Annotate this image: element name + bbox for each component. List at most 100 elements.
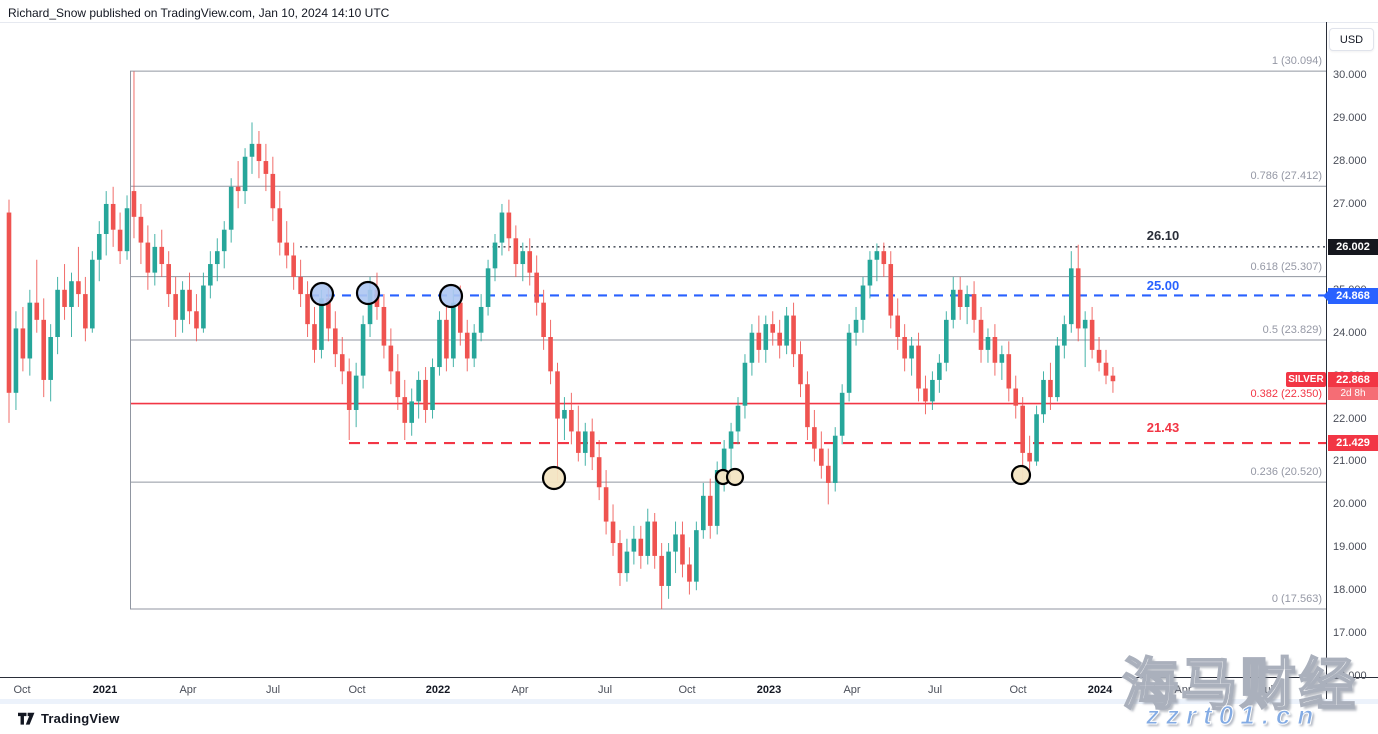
candle-body (187, 289, 192, 312)
price-tick-label: 17.000 (1333, 627, 1367, 640)
candle-body (180, 289, 185, 320)
candle-body (527, 251, 533, 273)
candle-body (55, 289, 60, 338)
candle-body (1020, 405, 1025, 453)
candle-body (430, 367, 435, 410)
candle-body (1096, 349, 1102, 363)
candle-body (701, 495, 706, 531)
candle-body (110, 203, 116, 230)
candle-body (208, 264, 213, 286)
candle-body (506, 212, 512, 239)
candle-body (541, 302, 546, 338)
candle-body (832, 435, 838, 483)
candle-body (457, 302, 463, 333)
candle-body (763, 324, 769, 350)
candle-body (485, 268, 491, 307)
candle-body (409, 401, 414, 423)
candle-body (76, 281, 81, 295)
blue-touch-marker (355, 280, 381, 306)
candle-body (881, 251, 887, 265)
candle-body (853, 319, 859, 333)
candle-body (798, 354, 803, 385)
candle-body (812, 427, 817, 449)
price-badge-last-price: 22.868 (1328, 372, 1378, 387)
candle-body (513, 238, 519, 265)
time-tick-label: Oct (678, 684, 696, 696)
candle-body (1062, 324, 1067, 346)
candle-body (1055, 345, 1060, 398)
candle-body (548, 337, 553, 372)
tradingview-logo[interactable]: TradingView (18, 711, 120, 726)
candle-body (471, 332, 477, 359)
candle-body (1034, 414, 1039, 462)
tradingview-logo-icon (18, 712, 35, 725)
candle-body (805, 384, 810, 428)
candle-body (381, 306, 387, 346)
candle-body (339, 354, 345, 372)
candle-body (909, 345, 914, 359)
fib-level-label: 0.382 (22.350) (1250, 387, 1322, 400)
currency-toggle-button[interactable]: USD (1329, 28, 1374, 51)
price-tick-label: 18.000 (1333, 584, 1367, 597)
candle-body (367, 289, 373, 325)
candle-body (916, 345, 921, 389)
candle-body (825, 465, 831, 483)
candle-body (201, 285, 206, 329)
candle-body (534, 272, 539, 303)
price-tick-label: 16.000 (1333, 670, 1367, 683)
blue-line-label: 25.00 (1146, 278, 1180, 293)
blue-touch-marker (309, 281, 335, 307)
candle-body (680, 534, 685, 565)
candle-body (346, 371, 352, 410)
time-tick-label: Jul (927, 684, 943, 696)
candle-body (964, 294, 970, 307)
candle-body (770, 324, 776, 333)
candle-body (659, 555, 664, 586)
candle-body (173, 294, 178, 320)
support-line-label: 21.43 (1146, 420, 1180, 435)
candle-body (464, 332, 470, 359)
candle-body (624, 551, 630, 574)
bar-countdown-badge: 2d 8h (1328, 387, 1378, 400)
candle-body (360, 324, 366, 376)
price-tick-label: 30.000 (1333, 69, 1367, 82)
candle-body (749, 332, 755, 363)
candle-body (416, 379, 421, 402)
candle-body (846, 332, 852, 393)
axis-bottom-strip (0, 699, 1378, 704)
candle-body (707, 495, 713, 526)
candle-body (839, 392, 845, 436)
price-tick-label: 27.000 (1333, 197, 1367, 210)
fib-level-label: 0.236 (20.520) (1250, 466, 1322, 479)
candle-body (103, 203, 109, 235)
candle-body (728, 431, 734, 449)
candle-body (62, 289, 67, 307)
time-tick-label: Jul (1258, 684, 1274, 696)
candle-body (138, 216, 144, 243)
time-tick-label: Jul (265, 684, 281, 696)
candle-body (13, 328, 19, 393)
candle-body (96, 234, 102, 260)
fib-level-label: 0.618 (25.307) (1250, 260, 1322, 273)
time-tick-label: Oct (348, 684, 366, 696)
time-tick-label: Jul (597, 684, 613, 696)
candle-body (270, 173, 276, 209)
candle-body (999, 354, 1005, 363)
candle-body (451, 302, 456, 359)
candle-body (284, 242, 290, 256)
candle-body (638, 538, 644, 556)
candle-body (582, 431, 588, 453)
candle-body (777, 332, 782, 346)
candle-body (90, 259, 95, 329)
time-tick-label: 2021 (92, 684, 118, 696)
candle-body (20, 328, 26, 359)
candle-body (1006, 354, 1012, 389)
watermark-chinese: 海马财经 (1121, 652, 1358, 717)
resistance-line-label: 26.10 (1146, 228, 1180, 243)
tradingview-logo-text: TradingView (41, 711, 120, 726)
fib-level-label: 0.786 (27.412) (1250, 170, 1322, 183)
candle-body (1082, 319, 1088, 329)
candle-body (1103, 362, 1109, 376)
candle-body (895, 315, 901, 338)
